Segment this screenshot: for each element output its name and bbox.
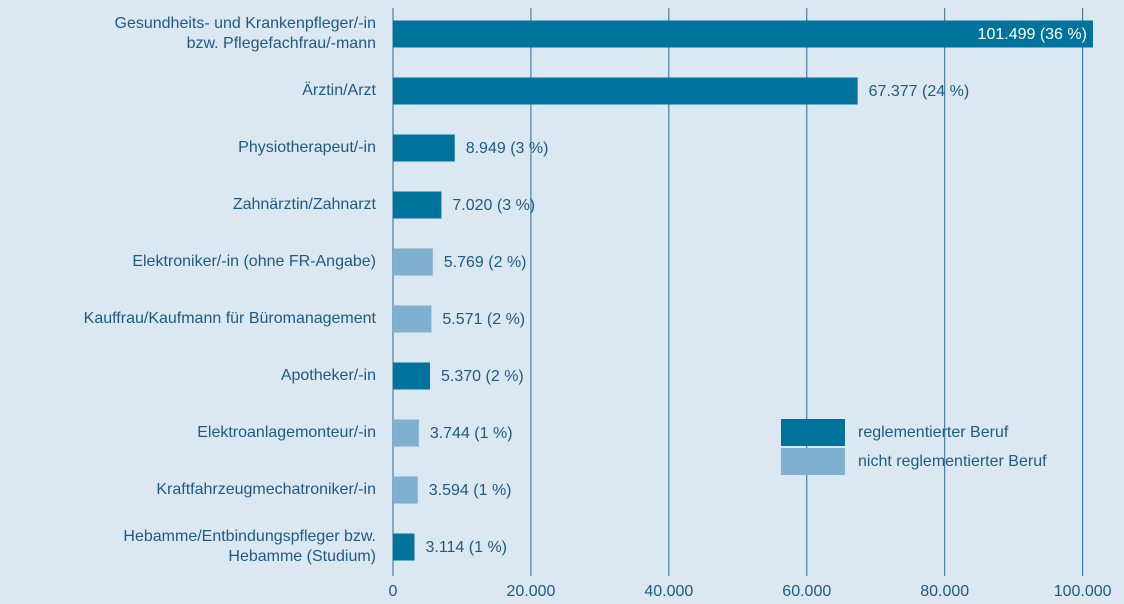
y-tick-label: Hebamme/Entbindungspfleger bzw. Hebamme … bbox=[123, 528, 376, 565]
y-tick-label: Elektroniker/-in (ohne FR-Angabe) bbox=[132, 253, 376, 270]
x-tick-label: 40.000 bbox=[644, 583, 693, 600]
y-tick-label: Apotheker/-in bbox=[280, 367, 376, 384]
bar bbox=[393, 419, 419, 447]
value-label: 3.744 (1 %) bbox=[430, 425, 513, 442]
bar bbox=[393, 134, 455, 162]
legend-label: reglementierter Beruf bbox=[858, 424, 1009, 441]
value-label: 67.377 (24 %) bbox=[869, 83, 970, 100]
y-tick-label: Kauffrau/Kaufmann für Büromanagement bbox=[83, 310, 376, 327]
bar bbox=[393, 191, 442, 219]
y-tick-label: Gesundheits- und Krankenpfleger/-in bzw.… bbox=[114, 15, 377, 52]
x-tick-label: 20.000 bbox=[506, 583, 555, 600]
bar bbox=[393, 476, 418, 504]
bar bbox=[393, 305, 432, 333]
bar bbox=[393, 77, 858, 105]
bar bbox=[393, 533, 415, 561]
legend-swatch bbox=[781, 419, 845, 446]
value-label: 8.949 (3 %) bbox=[466, 140, 549, 157]
value-label: 7.020 (3 %) bbox=[452, 197, 535, 214]
y-tick-label: Elektroanlagemonteur/-in bbox=[197, 424, 376, 441]
y-tick-label: Ärztin/Arzt bbox=[302, 82, 376, 99]
bar bbox=[393, 20, 1093, 48]
value-label: 5.571 (2 %) bbox=[442, 311, 525, 328]
x-tick-label: 100.000 bbox=[1054, 583, 1112, 600]
x-tick-label: 60.000 bbox=[782, 583, 831, 600]
value-label: 101.499 (36 %) bbox=[978, 26, 1087, 43]
bar bbox=[393, 362, 431, 390]
value-label: 3.594 (1 %) bbox=[429, 482, 512, 499]
value-label: 5.769 (2 %) bbox=[444, 254, 527, 271]
y-tick-label: Physiotherapeut/-in bbox=[238, 139, 376, 156]
x-tick-label: 0 bbox=[389, 583, 398, 600]
legend-swatch bbox=[781, 448, 845, 475]
legend-label: nicht reglementierter Beruf bbox=[858, 453, 1047, 470]
value-label: 3.114 (1 %) bbox=[425, 539, 507, 556]
y-tick-label: Zahnärztin/Zahnarzt bbox=[232, 196, 376, 213]
bar bbox=[393, 248, 433, 276]
value-label: 5.370 (2 %) bbox=[441, 368, 524, 385]
x-tick-label: 80.000 bbox=[920, 583, 969, 600]
y-tick-label: Kraftfahrzeugmechatroniker/-in bbox=[156, 481, 376, 498]
